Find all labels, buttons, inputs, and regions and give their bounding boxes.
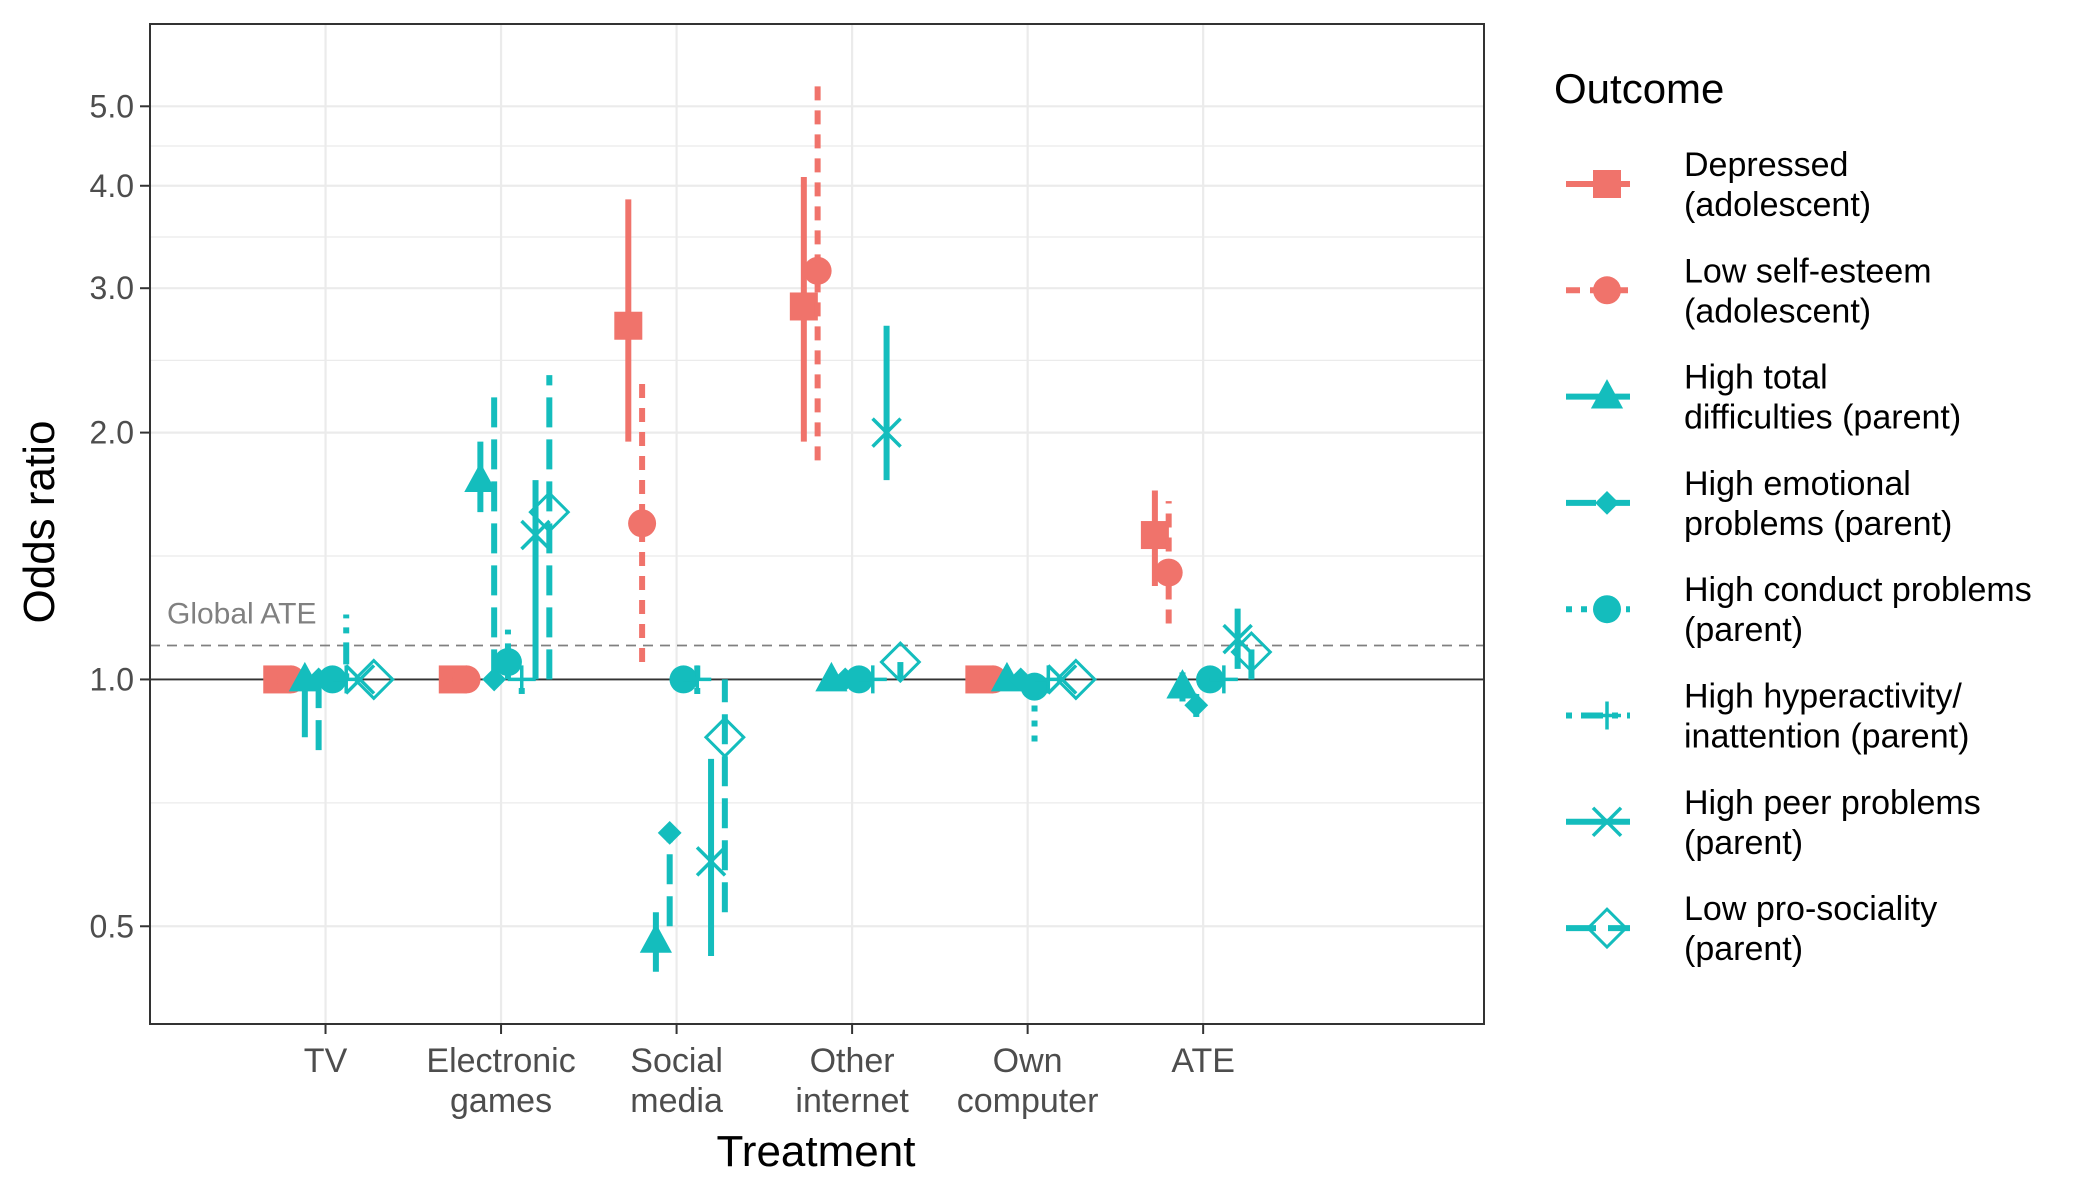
global-ate-label: Global ATE	[167, 597, 317, 630]
y-tick-label: 2.0	[90, 415, 134, 451]
legend-item: Depressed (adolescent)	[1566, 146, 1871, 224]
point-marker	[628, 509, 657, 538]
y-tick-label: 0.5	[90, 908, 134, 944]
point-marker	[614, 311, 643, 340]
point-marker	[803, 256, 832, 285]
y-tick-label: 1.0	[90, 661, 134, 697]
legend-key-marker	[1593, 595, 1621, 624]
series-2	[288, 441, 1199, 972]
series-7	[352, 375, 1273, 913]
series-5	[332, 614, 1238, 694]
point-marker	[352, 658, 395, 701]
y-axis-title: Odds ratio	[15, 421, 64, 624]
point-marker	[1140, 521, 1169, 550]
legend-title: Outcome	[1554, 65, 1724, 112]
point-marker	[1008, 667, 1033, 692]
grid-layer	[150, 24, 1484, 1024]
x-tick-label: Own computer	[957, 1042, 1099, 1120]
point-marker	[683, 665, 712, 694]
legend: Outcome Depressed (adolescent) Low self-es…	[1554, 65, 2032, 968]
legend-item: High total difficulties (parent)	[1566, 359, 1961, 437]
point-marker	[879, 641, 922, 684]
point-marker	[1166, 669, 1199, 699]
point-marker	[344, 664, 376, 695]
legend-label: High conduct problems (parent)	[1684, 571, 2032, 649]
legend-key-marker	[1590, 379, 1624, 409]
point-marker	[858, 665, 887, 694]
legend-key-marker	[1585, 907, 1629, 950]
x-axis-title: Treatment	[717, 1127, 916, 1176]
point-marker	[1154, 558, 1183, 587]
data-layer	[263, 82, 1273, 972]
point-marker	[493, 648, 522, 677]
reference-lines: Global ATE	[150, 597, 1484, 681]
legend-label: High peer problems (parent)	[1684, 784, 1981, 862]
legend-item: High conduct problems (parent)	[1566, 571, 2032, 649]
legend-label: Depressed (adolescent)	[1684, 146, 1871, 224]
series-1	[277, 82, 1183, 694]
legend-label: High hyperactivity/inattention (parent)	[1684, 678, 1969, 756]
y-tick-label: 4.0	[90, 168, 134, 204]
x-tick-label: Electronic games	[426, 1042, 575, 1120]
point-marker	[1230, 631, 1273, 674]
x-tick-label: Other internet	[795, 1042, 909, 1120]
point-marker	[639, 923, 672, 953]
legend-key-marker	[1593, 701, 1621, 730]
point-marker	[695, 846, 727, 877]
point-marker	[1222, 623, 1253, 655]
point-marker	[528, 491, 571, 534]
legend-item: High emotional problems (parent)	[1566, 465, 1952, 543]
point-marker	[464, 462, 497, 493]
x-tick-label: ATE	[1171, 1042, 1235, 1080]
y-tick-label: 5.0	[90, 88, 134, 124]
plot-panel-border	[149, 23, 1485, 1025]
x-tick-label: TV	[304, 1042, 348, 1080]
legend-label: Low pro-sociality (parent)	[1684, 890, 1937, 968]
point-marker	[1020, 672, 1049, 701]
legend-item: Low pro-sociality (parent)	[1566, 890, 1937, 968]
point-marker	[871, 417, 902, 448]
point-marker	[1054, 658, 1097, 701]
point-marker	[507, 665, 536, 694]
legend-key-marker	[1595, 491, 1619, 515]
legend-key-marker	[1593, 276, 1621, 305]
legend-key-marker	[1591, 806, 1623, 838]
x-axis: TV Electronic games Social media Other interne…	[304, 1024, 1235, 1120]
legend-item: High peer problems (parent)	[1566, 784, 1981, 862]
legend-label: Low self-esteem (adolescent)	[1684, 252, 1932, 330]
x-tick-label: Social media	[630, 1042, 723, 1120]
point-marker	[452, 665, 481, 694]
point-marker	[1209, 665, 1238, 694]
legend-label: High emotional problems (parent)	[1684, 465, 1952, 543]
point-marker	[657, 820, 682, 845]
y-axis: 0.5 1.0 2.0 3.0 4.0 5.0	[90, 88, 150, 944]
y-tick-label: 3.0	[90, 270, 134, 306]
point-marker	[703, 716, 746, 759]
series-6	[344, 325, 1253, 956]
point-marker	[1184, 693, 1209, 718]
legend-label: High total difficulties (parent)	[1684, 359, 1961, 437]
legend-item: High hyperactivity/inattention (parent)	[1566, 678, 1969, 756]
legend-item: Low self-esteem (adolescent)	[1566, 252, 1932, 330]
legend-key-marker	[1593, 170, 1621, 198]
plot-panel-background	[150, 24, 1484, 1024]
point-marker	[1046, 664, 1078, 695]
point-marker	[789, 292, 818, 321]
